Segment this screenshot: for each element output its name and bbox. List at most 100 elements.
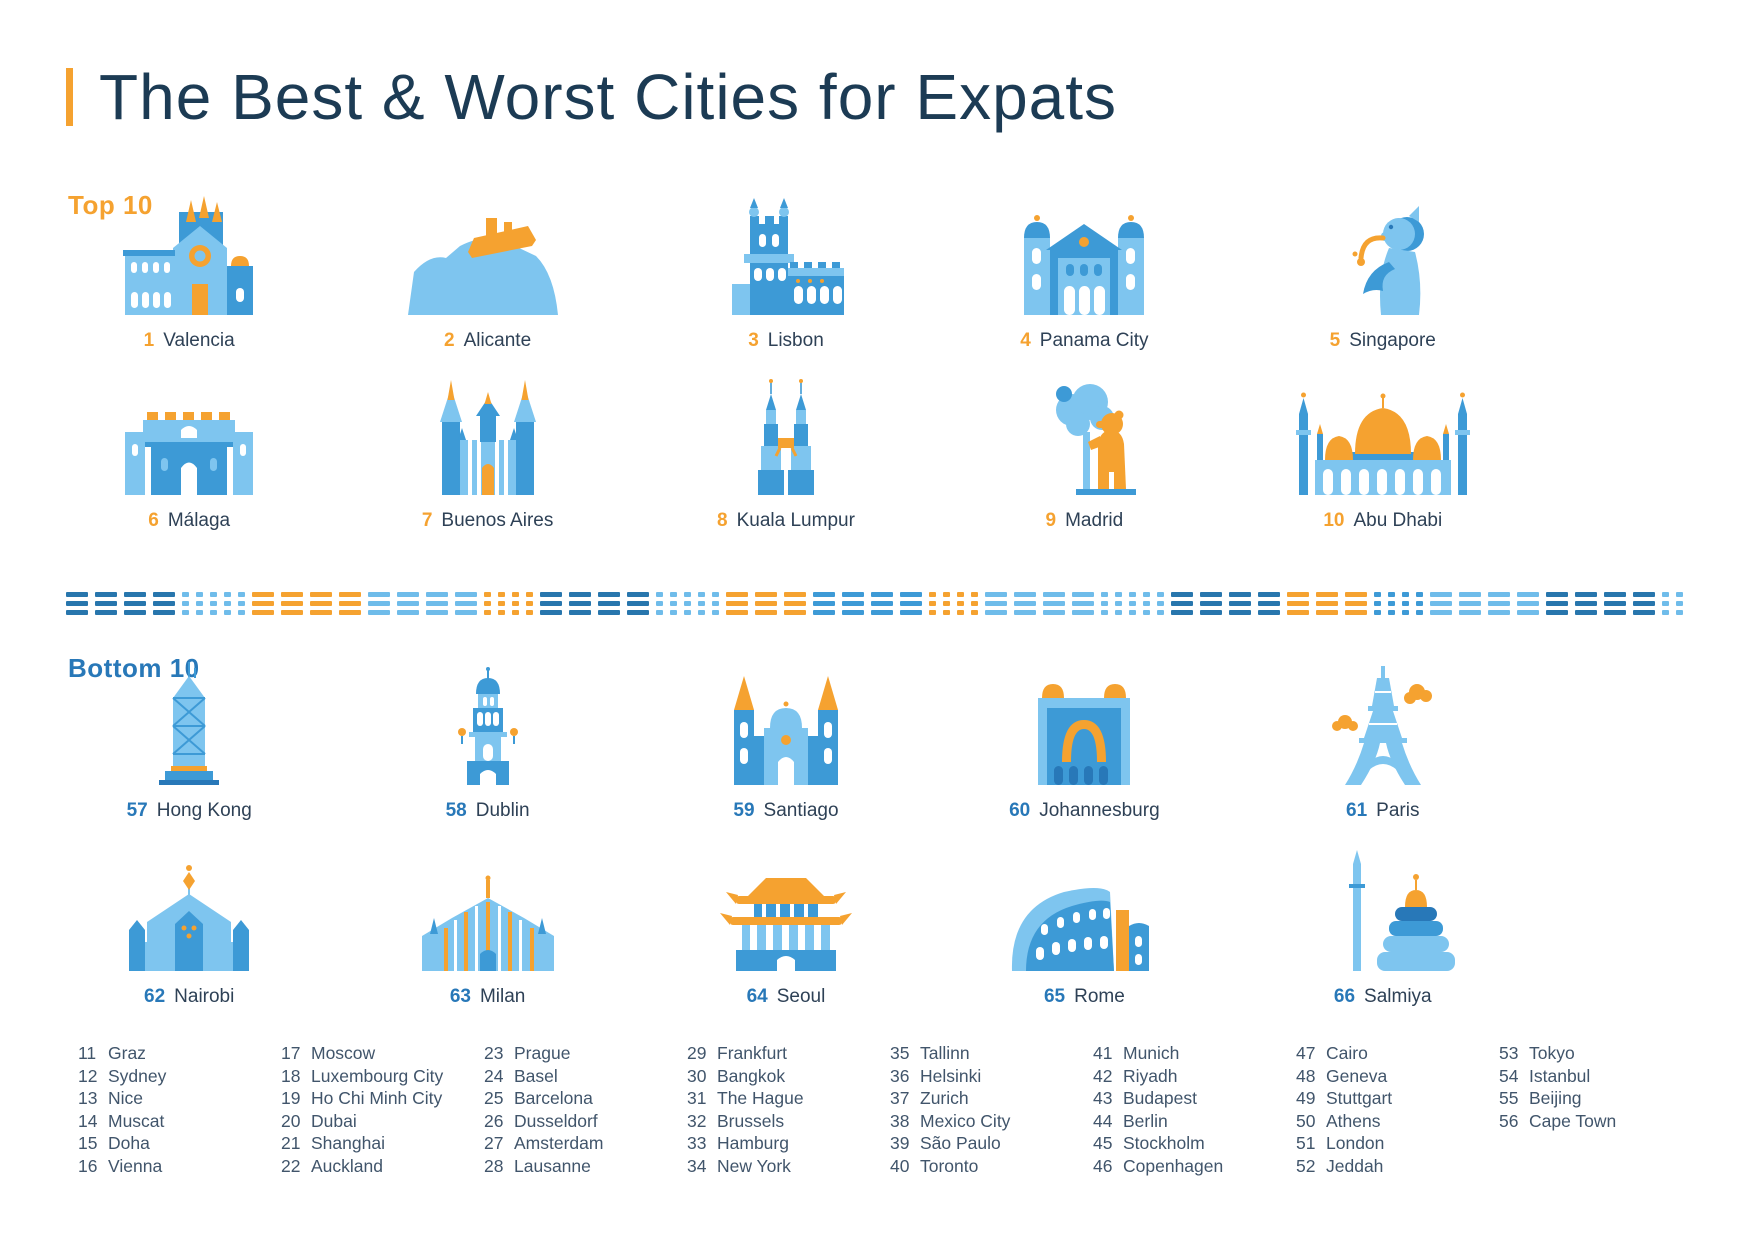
rank-list-city: Auckland — [311, 1155, 383, 1176]
city-label: 4 Panama City — [1020, 330, 1148, 352]
rank-list-item: 48 Geneva — [1296, 1065, 1499, 1088]
paris-illustration — [1283, 662, 1483, 787]
rank-list-item: 52 Jeddah — [1296, 1155, 1499, 1178]
rank-list-number: 55 — [1499, 1088, 1519, 1108]
rank-list-item: 34 New York — [687, 1155, 890, 1178]
city-label: 65 Rome — [1044, 986, 1125, 1008]
rank-list-city: Prague — [514, 1043, 571, 1063]
city-label: 66 Salmiya — [1334, 986, 1432, 1008]
city-label: 6 Málaga — [148, 510, 230, 532]
rank-list-item: 11 Graz — [78, 1042, 281, 1065]
rank-list-city: Zurich — [920, 1088, 969, 1108]
city-label: 60 Johannesburg — [1009, 800, 1160, 822]
rank-list-item: 27 Amsterdam — [484, 1132, 687, 1155]
seoul-illustration — [686, 848, 886, 973]
rank-list-city: Hamburg — [717, 1133, 789, 1153]
rank-list-item: 43 Budapest — [1093, 1087, 1296, 1110]
rank-list-column: 41 Munich 42 Riyadh 43 Budapest 44 Berlin 45 Stoc… — [1093, 1042, 1296, 1177]
bottom-10-row-2: 62 Nairobi 63 Milan 64 Seoul 65 Rome 66 Salmiya — [40, 848, 1532, 1008]
rank-list-item: 20 Dubai — [281, 1110, 484, 1133]
rank-list-city: Jeddah — [1326, 1155, 1384, 1176]
city-cell-rome: 65 Rome — [935, 848, 1233, 1008]
rank-list-city: Mexico City — [920, 1110, 1011, 1131]
city-rank: 59 — [733, 800, 755, 821]
rank-list-city: Dubai — [311, 1110, 357, 1131]
city-label: 57 Hong Kong — [127, 800, 252, 822]
city-rank: 8 — [717, 510, 728, 531]
rank-list-city: Munich — [1123, 1043, 1180, 1063]
city-cell-dublin: 58 Dublin — [338, 662, 636, 822]
city-label: 59 Santiago — [733, 800, 838, 822]
divider-row — [66, 601, 1686, 606]
divider-row — [66, 610, 1686, 615]
rank-list-number: 44 — [1093, 1110, 1113, 1131]
city-name: Milan — [479, 986, 526, 1007]
rank-list-city: Riyadh — [1123, 1065, 1178, 1086]
city-rank: 5 — [1329, 330, 1341, 351]
city-label: 7 Buenos Aires — [422, 510, 554, 532]
rank-list-number: 45 — [1093, 1133, 1113, 1153]
city-cell-nairobi: 62 Nairobi — [40, 848, 338, 1008]
rank-list-item: 13 Nice — [78, 1087, 281, 1110]
title-accent-bar — [66, 68, 73, 126]
kuala-lumpur-illustration — [686, 372, 886, 497]
city-label: 1 Valencia — [144, 330, 235, 352]
rank-list-city: Amsterdam — [514, 1133, 604, 1153]
rank-list-city: Doha — [108, 1133, 150, 1153]
rank-list-item: 39 São Paulo — [890, 1132, 1093, 1155]
city-cell-salmiya: 66 Salmiya — [1234, 848, 1532, 1008]
rank-list-number: 49 — [1296, 1088, 1316, 1108]
rank-list-number: 23 — [484, 1043, 504, 1063]
city-name: Santiago — [763, 800, 839, 821]
rank-list-city: Berlin — [1123, 1110, 1168, 1131]
city-rank: 65 — [1043, 986, 1066, 1007]
rank-list-item: 41 Munich — [1093, 1042, 1296, 1065]
city-name: Abu Dhabi — [1353, 510, 1443, 531]
rank-list-item: 14 Muscat — [78, 1110, 281, 1133]
rank-list-number: 18 — [281, 1065, 301, 1086]
city-label: 64 Seoul — [747, 986, 826, 1008]
rank-list-item: 24 Basel — [484, 1065, 687, 1088]
rank-list-number: 20 — [281, 1110, 301, 1131]
city-label: 2 Alicante — [444, 330, 531, 352]
rank-list-city: Bangkok — [717, 1065, 786, 1086]
rank-list-city: Budapest — [1123, 1088, 1197, 1108]
buenos-aires-illustration — [388, 372, 588, 497]
madrid-illustration — [984, 372, 1184, 497]
rank-list-city: Brussels — [717, 1110, 785, 1131]
city-rank: 7 — [421, 510, 433, 531]
rank-list-column: 47 Cairo 48 Geneva 49 Stuttgart 50 Athens 51 Lond… — [1296, 1042, 1499, 1177]
lisbon-illustration — [686, 192, 886, 317]
rank-list-number: 38 — [890, 1110, 910, 1131]
rank-list-city: Graz — [108, 1043, 146, 1063]
rank-list-item: 32 Brussels — [687, 1110, 890, 1133]
city-rank: 57 — [126, 800, 148, 821]
city-rank: 58 — [445, 800, 467, 821]
dashed-divider — [66, 592, 1686, 615]
salmiya-illustration — [1283, 848, 1483, 973]
city-label: 10 Abu Dhabi — [1323, 510, 1442, 532]
rank-list-number: 13 — [78, 1088, 98, 1108]
city-rank: 1 — [143, 330, 155, 351]
rank-list-city: Dusseldorf — [514, 1110, 598, 1131]
rank-list-item: 28 Lausanne — [484, 1155, 687, 1178]
dublin-illustration — [388, 662, 588, 787]
rank-list-city: Vienna — [108, 1155, 163, 1176]
rank-list-item: 29 Frankfurt — [687, 1042, 890, 1065]
city-rank: 9 — [1045, 510, 1057, 531]
rank-list-number: 17 — [281, 1043, 301, 1063]
rank-list-item: 56 Cape Town — [1499, 1110, 1702, 1133]
rank-list-city: The Hague — [717, 1088, 804, 1108]
rank-list-number: 41 — [1093, 1043, 1113, 1063]
rank-list-number: 11 — [78, 1043, 97, 1063]
rank-list-city: Athens — [1326, 1110, 1381, 1131]
rank-list-number: 51 — [1296, 1133, 1316, 1153]
rank-list-number: 37 — [890, 1088, 910, 1108]
top-10-label: Top 10 — [68, 190, 153, 220]
rank-list-city: New York — [717, 1155, 791, 1176]
rank-list-number: 47 — [1296, 1043, 1316, 1063]
city-name: Dublin — [475, 800, 530, 821]
rank-list-number: 43 — [1093, 1088, 1113, 1108]
top-10-row-1: 1 Valencia 2 Alicante 3 Lisbon 4 Panama City 5 Si… — [40, 192, 1532, 352]
rank-list-item: 22 Auckland — [281, 1155, 484, 1178]
